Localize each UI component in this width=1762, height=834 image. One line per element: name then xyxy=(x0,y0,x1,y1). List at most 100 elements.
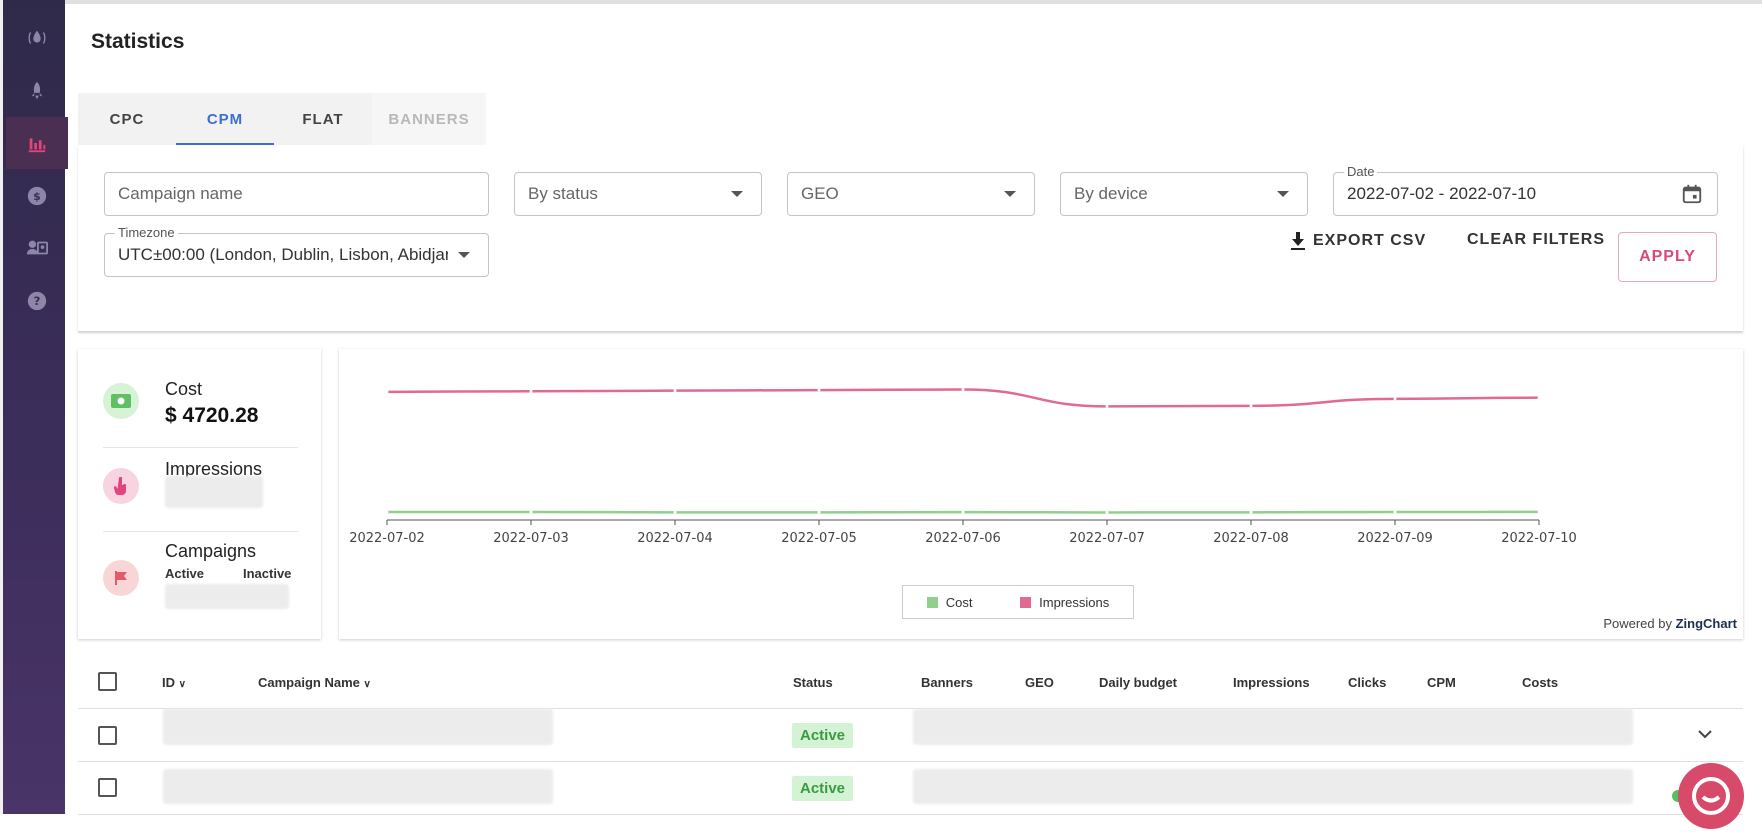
bar-chart-icon xyxy=(28,138,46,153)
column-header-id[interactable]: ID ∨ xyxy=(162,675,186,690)
column-header-campaign-name[interactable]: Campaign Name ∨ xyxy=(258,675,371,690)
column-header-banners: Banners xyxy=(921,675,974,690)
impressions-label: Impressions xyxy=(165,459,263,479)
legend-swatch-cost xyxy=(926,596,938,608)
export-csv-button[interactable]: EXPORT CSV xyxy=(1289,231,1426,251)
sidebar-item-help[interactable]: ? xyxy=(6,275,68,327)
page-title: Statistics xyxy=(91,30,185,53)
timezone-value: UTC±00:00 (London, Dublin, Lisbon, Abidj… xyxy=(118,245,448,264)
active-label: Active xyxy=(165,566,205,581)
clear-filters-button[interactable]: CLEAR FILTERS xyxy=(1467,231,1605,249)
column-header-geo: GEO xyxy=(1025,675,1054,690)
chevron-down-icon xyxy=(1277,191,1289,197)
table-row[interactable]: Active xyxy=(78,709,1743,762)
device-select[interactable]: By device xyxy=(1060,172,1308,216)
chat-icon xyxy=(1692,777,1730,815)
chat-widget-button[interactable] xyxy=(1678,763,1744,829)
select-all-checkbox[interactable] xyxy=(98,672,117,691)
inactive-label: Inactive xyxy=(243,566,292,581)
legend-swatch-impressions xyxy=(1020,596,1032,608)
dollar-icon: $ xyxy=(27,186,47,206)
chevron-down-icon xyxy=(458,252,470,258)
user-card-icon xyxy=(26,240,48,255)
legend-item-cost[interactable]: Cost xyxy=(926,595,973,610)
column-label: ID xyxy=(162,675,175,690)
column-header-clicks: Clicks xyxy=(1348,675,1387,690)
sidebar-item-logo[interactable] xyxy=(6,12,68,64)
impressions-value-redacted xyxy=(165,476,263,508)
sidebar-item-profile[interactable] xyxy=(6,222,68,274)
chevron-down-icon: ∨ xyxy=(363,679,371,690)
geo-select[interactable]: GEO xyxy=(787,172,1035,216)
summary-card: Cost $ 4720.28 Impressions Campaigns Act… xyxy=(78,349,321,639)
data-point-cost xyxy=(1537,510,1541,514)
x-tick-label: 2022-07-03 xyxy=(493,531,569,546)
filter-panel: Campaign name By status GEO By device Da… xyxy=(78,145,1743,331)
timezone-label: Timezone xyxy=(115,225,178,240)
chart-card: 2022-07-02 2022-07-03 2022-07-04 2022-07-05… xyxy=(339,349,1743,639)
column-header-cpm: CPM xyxy=(1427,675,1456,690)
data-point-impressions xyxy=(1105,404,1109,408)
column-header-status: Status xyxy=(793,675,833,690)
x-tick-label: 2022-07-04 xyxy=(637,531,713,546)
column-header-daily-budget: Daily budget xyxy=(1099,675,1178,690)
data-point-cost xyxy=(385,510,389,514)
x-tick-label: 2022-07-10 xyxy=(1501,531,1577,546)
chart-credit[interactable]: Powered by ZingChart xyxy=(1603,616,1737,631)
apply-button[interactable]: APPLY xyxy=(1618,232,1717,282)
chevron-down-icon xyxy=(731,191,743,197)
date-value: 2022-07-02 - 2022-07-10 xyxy=(1347,184,1537,203)
money-icon xyxy=(103,383,139,419)
date-range-field[interactable]: Date 2022-07-02 - 2022-07-10 xyxy=(1333,164,1718,216)
chevron-down-icon[interactable] xyxy=(1698,729,1712,739)
data-point-cost xyxy=(1105,510,1109,514)
flag-icon xyxy=(103,560,139,596)
tab-cpm[interactable]: CPM xyxy=(176,93,274,145)
table-row[interactable]: Active xyxy=(78,762,1743,815)
sidebar: $ ? xyxy=(0,0,68,814)
date-label: Date xyxy=(1344,164,1378,179)
data-point-cost xyxy=(529,510,533,514)
device-placeholder: By device xyxy=(1074,184,1148,203)
legend-item-impressions[interactable]: Impressions xyxy=(1020,595,1109,610)
credit-text: Powered by xyxy=(1603,616,1672,631)
chevron-down-icon: ∨ xyxy=(178,679,186,690)
download-icon xyxy=(1291,232,1305,250)
data-point-cost xyxy=(817,510,821,514)
tab-flat[interactable]: FLAT xyxy=(302,110,344,128)
x-tick-label: 2022-07-06 xyxy=(925,531,1001,546)
row-checkbox[interactable] xyxy=(98,726,117,745)
x-tick-label: 2022-07-08 xyxy=(1213,531,1289,546)
timezone-select[interactable]: Timezone UTC±00:00 (London, Dublin, Lisb… xyxy=(104,225,489,277)
data-point-impressions xyxy=(817,388,821,392)
status-badge: Active xyxy=(792,723,853,748)
series-line-impressions xyxy=(386,388,1540,408)
data-point-impressions xyxy=(1393,397,1397,401)
data-point-impressions xyxy=(1537,396,1541,400)
cost-label: Cost xyxy=(165,379,203,399)
tab-bar: CPC CPM FLAT BANNERS xyxy=(78,93,486,145)
tab-cpc[interactable]: CPC xyxy=(109,110,145,128)
data-point-cost xyxy=(961,510,965,514)
data-point-impressions xyxy=(673,389,677,393)
campaigns-label: Campaigns xyxy=(165,541,257,561)
campaign-name-placeholder: Campaign name xyxy=(118,184,243,203)
clear-filters-label: CLEAR FILTERS xyxy=(1467,231,1606,248)
legend-label-impressions: Impressions xyxy=(1039,594,1110,610)
campaign-name-input[interactable]: Campaign name xyxy=(104,172,489,216)
divider xyxy=(103,531,298,532)
help-icon: ? xyxy=(27,291,47,311)
calendar-icon[interactable] xyxy=(1681,183,1703,205)
line-chart: 2022-07-02 2022-07-03 2022-07-04 2022-07-05… xyxy=(349,388,1577,546)
data-point-cost xyxy=(1393,510,1397,514)
sidebar-item-campaigns[interactable] xyxy=(6,65,68,117)
data-point-cost xyxy=(673,510,677,514)
sidebar-item-finance[interactable]: $ xyxy=(6,170,68,222)
status-select[interactable]: By status xyxy=(514,172,762,216)
data-point-impressions xyxy=(961,388,965,391)
sidebar-item-statistics[interactable] xyxy=(6,117,68,169)
x-tick-label: 2022-07-02 xyxy=(349,531,425,546)
x-tick-label: 2022-07-05 xyxy=(781,531,857,546)
row-checkbox[interactable] xyxy=(98,778,117,797)
logo-icon xyxy=(28,30,46,44)
